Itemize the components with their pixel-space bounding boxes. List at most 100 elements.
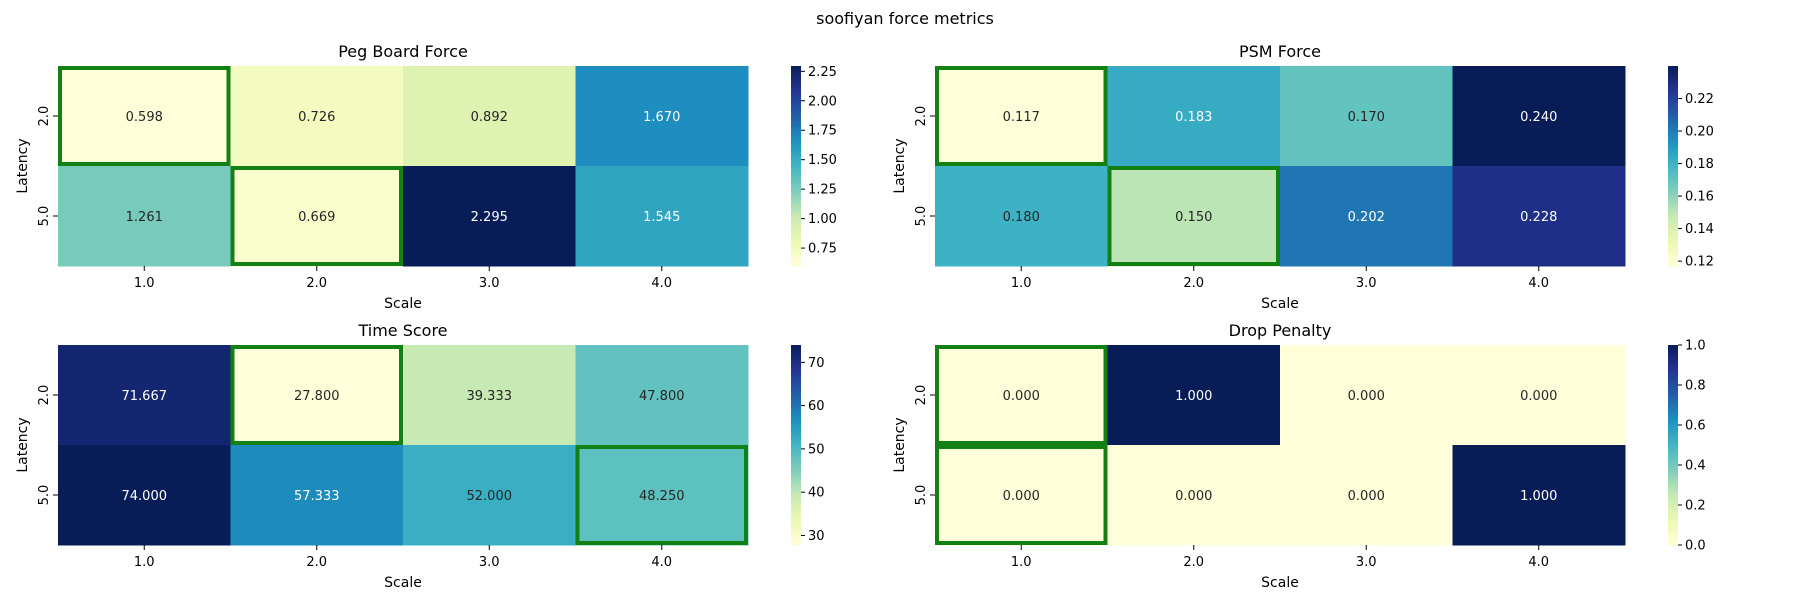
cell-value-label: 0.180 bbox=[1003, 210, 1040, 225]
colorbar: 30 40 50 60 70 bbox=[791, 345, 825, 546]
colorbar-segment bbox=[1668, 263, 1678, 267]
colorbar-segment bbox=[791, 258, 801, 262]
cell-value-label: 27.800 bbox=[294, 389, 340, 404]
heatmap-panel-1: Peg Board Force 0.598 0.726 0.892 1.670 1.261… bbox=[15, 42, 837, 312]
colorbar-segment bbox=[791, 68, 801, 72]
colorbar-segment bbox=[1668, 397, 1678, 401]
colorbar-segment bbox=[791, 422, 801, 426]
colorbar-segment bbox=[1668, 188, 1678, 192]
colorbar-segment bbox=[791, 345, 801, 349]
colorbar-segment bbox=[791, 517, 801, 521]
colorbar-segment bbox=[1668, 492, 1678, 496]
colorbar-segment bbox=[1668, 495, 1678, 499]
colorbar-segment bbox=[791, 477, 801, 481]
colorbar-segment bbox=[1668, 457, 1678, 461]
colorbar-segment bbox=[1668, 392, 1678, 396]
colorbar-segment bbox=[791, 223, 801, 227]
colorbar-segment bbox=[1668, 532, 1678, 536]
colorbar-segment bbox=[1668, 445, 1678, 449]
colorbar-segment bbox=[791, 248, 801, 252]
colorbar-segment bbox=[791, 233, 801, 237]
highlight-box bbox=[935, 345, 1108, 445]
colorbar-segment bbox=[791, 178, 801, 182]
cell-value-label: 39.333 bbox=[467, 389, 513, 404]
cell-value-label: 0.726 bbox=[298, 110, 335, 125]
colorbar-segment bbox=[791, 347, 801, 351]
colorbar-segment bbox=[791, 452, 801, 456]
colorbar-segment bbox=[1668, 345, 1678, 349]
colorbar-segment bbox=[1668, 133, 1678, 137]
colorbar-tick-label: 0.22 bbox=[1685, 92, 1714, 107]
colorbar-tick-label: 0.75 bbox=[808, 242, 837, 257]
colorbar-tick-label: 1.50 bbox=[808, 153, 837, 168]
colorbar-segment bbox=[1668, 176, 1678, 180]
colorbar-segment bbox=[791, 208, 801, 212]
colorbar-tick-label: 0.18 bbox=[1685, 157, 1714, 172]
colorbar-segment bbox=[791, 482, 801, 486]
colorbar-segment bbox=[1668, 251, 1678, 255]
colorbar-segment bbox=[1668, 131, 1678, 135]
cell-value-label: 1.261 bbox=[126, 210, 163, 225]
colorbar-segment bbox=[791, 462, 801, 466]
cell-value-label: 0.669 bbox=[298, 210, 335, 225]
colorbar-segment bbox=[791, 176, 801, 180]
heatmap-cell bbox=[403, 166, 576, 267]
heatmap-cell bbox=[58, 66, 231, 167]
colorbar-segment bbox=[1668, 246, 1678, 250]
x-tick-label: 2.0 bbox=[306, 555, 327, 570]
colorbar-segment bbox=[1668, 111, 1678, 115]
colorbar-segment bbox=[791, 365, 801, 369]
colorbar-segment bbox=[791, 377, 801, 381]
x-tick-label: 3.0 bbox=[1356, 276, 1377, 291]
cell-value-label: 0.892 bbox=[471, 110, 508, 125]
x-tick-label: 4.0 bbox=[1528, 555, 1549, 570]
colorbar-segment bbox=[1668, 228, 1678, 232]
colorbar-segment bbox=[1668, 216, 1678, 220]
colorbar-segment bbox=[791, 465, 801, 469]
colorbar-segment bbox=[791, 350, 801, 354]
colorbar-segment bbox=[791, 395, 801, 399]
colorbar-segment bbox=[1668, 71, 1678, 75]
colorbar-segment bbox=[791, 357, 801, 361]
cell-value-label: 57.333 bbox=[294, 489, 340, 504]
colorbar-segment bbox=[791, 427, 801, 431]
colorbar-segment bbox=[791, 113, 801, 117]
highlight-box bbox=[1107, 166, 1280, 266]
colorbar-segment bbox=[791, 143, 801, 147]
y-tick-label: 2.0 bbox=[914, 106, 929, 127]
heatmap-panel-2: PSM Force 0.117 0.183 0.170 0.240 0.180 0.150 0… bbox=[892, 42, 1714, 312]
colorbar-segment bbox=[1668, 208, 1678, 212]
colorbar-segment bbox=[791, 81, 801, 85]
colorbar-segment bbox=[791, 425, 801, 429]
colorbar-segment bbox=[791, 216, 801, 220]
colorbar-tick-label: 1.0 bbox=[1685, 339, 1706, 354]
colorbar-segment bbox=[1668, 470, 1678, 474]
colorbar-segment bbox=[1668, 402, 1678, 406]
colorbar-segment bbox=[791, 530, 801, 534]
colorbar-segment bbox=[791, 525, 801, 529]
y-tick-label: 5.0 bbox=[37, 485, 52, 506]
x-axis-label: Scale bbox=[384, 575, 422, 591]
highlight-box bbox=[935, 445, 1108, 545]
colorbar: 0.12 0.14 0.16 0.18 0.20 0.22 bbox=[1668, 66, 1714, 270]
colorbar-segment bbox=[1668, 148, 1678, 152]
colorbar-segment bbox=[1668, 213, 1678, 217]
colorbar-segment bbox=[791, 397, 801, 401]
colorbar-segment bbox=[791, 542, 801, 546]
highlight-box bbox=[230, 166, 403, 266]
colorbar-segment bbox=[1668, 517, 1678, 521]
colorbar-segment bbox=[791, 497, 801, 501]
colorbar-segment bbox=[1668, 151, 1678, 155]
colorbar-segment bbox=[791, 141, 801, 145]
heatmap-cell bbox=[58, 345, 231, 446]
colorbar-segment bbox=[1668, 186, 1678, 190]
colorbar-segment bbox=[1668, 367, 1678, 371]
colorbar-segment bbox=[1668, 96, 1678, 100]
colorbar-segment bbox=[1668, 452, 1678, 456]
colorbar-segment bbox=[1668, 382, 1678, 386]
highlight-box bbox=[230, 345, 403, 445]
colorbar-segment bbox=[1668, 537, 1678, 541]
colorbar-segment bbox=[1668, 83, 1678, 87]
colorbar-segment bbox=[791, 88, 801, 92]
colorbar-segment bbox=[1668, 231, 1678, 235]
